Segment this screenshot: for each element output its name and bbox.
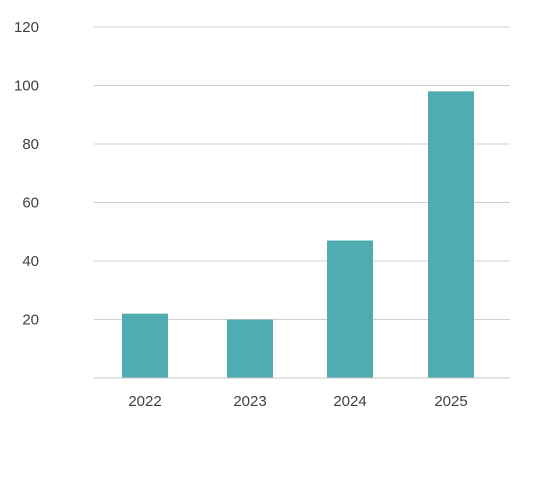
x-tick-label: 2022 bbox=[128, 393, 161, 410]
x-tick-label: 2024 bbox=[333, 393, 366, 410]
y-tick-label: 60 bbox=[22, 195, 39, 212]
y-tick-label: 40 bbox=[22, 253, 39, 270]
bar-2025 bbox=[428, 91, 474, 378]
y-tick-label: 80 bbox=[22, 136, 39, 153]
y-tick-label: 100 bbox=[14, 78, 39, 95]
x-tick-label: 2023 bbox=[233, 393, 266, 410]
bar-2022 bbox=[122, 313, 168, 378]
y-tick-label: 20 bbox=[22, 312, 39, 329]
y-tick-label: 120 bbox=[14, 19, 39, 36]
bars bbox=[122, 91, 474, 378]
bar-2024 bbox=[327, 240, 373, 378]
x-axis-ticks: 2022 2023 2024 2025 bbox=[128, 393, 467, 410]
x-tick-label: 2025 bbox=[434, 393, 467, 410]
y-axis-ticks: 20 40 60 80 100 120 bbox=[14, 19, 39, 329]
bar-2023 bbox=[227, 319, 273, 378]
